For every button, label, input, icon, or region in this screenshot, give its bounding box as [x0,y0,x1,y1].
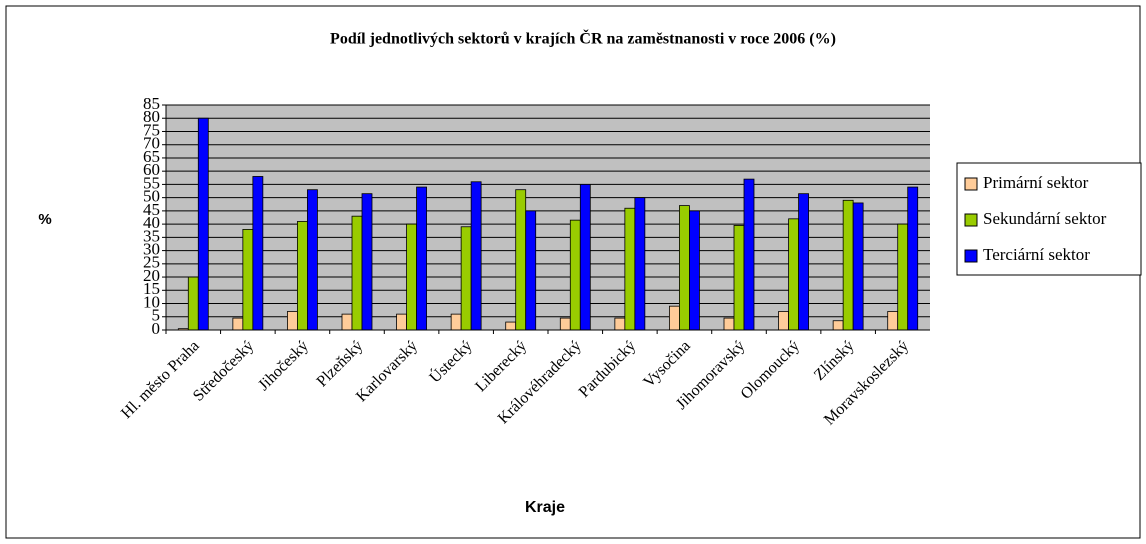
bar [396,313,407,331]
bar [669,305,680,331]
bar [252,176,264,331]
y-tick-label: 80 [143,107,160,126]
y-tick-label: 15 [143,279,160,298]
legend-label: Primární sektor [983,173,1089,192]
bar [778,311,789,331]
x-axis-label: Kraje [525,499,565,516]
bar [307,189,318,331]
bar [559,317,571,331]
bar [460,226,472,331]
bar [470,181,482,331]
y-tick-label: 65 [143,147,160,166]
bar [579,184,591,331]
bar [351,215,363,331]
y-tick-label: 10 [143,292,160,311]
bar [788,218,799,331]
bar [416,186,427,331]
legend [956,162,1142,276]
chart-title: Podíl jednotlivých sektorů v krajích ČR … [330,29,836,48]
bar [505,321,517,331]
bar [614,317,626,331]
bar [197,117,209,331]
bar [187,276,199,331]
y-tick-label: 50 [143,187,160,206]
legend-swatch [964,177,978,191]
bar [897,223,909,331]
y-tick-label: 35 [143,226,160,245]
y-tick-label: 75 [143,120,160,139]
y-tick-label: 40 [143,213,160,232]
bar [832,320,844,331]
bar [242,229,254,331]
bar [852,202,864,331]
bar [525,210,537,331]
bar [723,317,735,331]
legend-label: Terciární sektor [983,245,1090,264]
bar [634,197,646,331]
bar [232,317,244,331]
bar [842,199,854,331]
legend-label: Sekundární sektor [983,209,1107,228]
bar [515,189,527,331]
bar [679,205,690,331]
bar [743,178,755,331]
y-tick-label: 20 [143,266,160,285]
y-tick-label: 70 [143,134,160,153]
y-tick-label: 25 [143,253,160,272]
bar [907,186,919,331]
y-tick-label: 60 [143,160,160,179]
bar [287,311,298,331]
y-tick-label: 55 [143,173,160,192]
bar [341,313,353,331]
bar [450,313,462,331]
bar [361,193,373,331]
y-axis-label: % [38,211,51,228]
y-tick-label: 45 [143,200,160,219]
bar [798,193,809,331]
bar [569,219,581,331]
plot-area [166,105,930,330]
bar [297,221,308,331]
y-tick-label: 0 [152,319,161,338]
y-tick-label: 5 [152,306,161,325]
y-tick-label: 30 [143,239,160,258]
legend-swatch [964,249,978,263]
bar [624,207,636,331]
legend-swatch [964,213,978,227]
bar [689,210,700,331]
bar [406,223,417,331]
bar [887,311,899,331]
y-tick-label: 85 [143,94,160,113]
bar [733,225,745,331]
